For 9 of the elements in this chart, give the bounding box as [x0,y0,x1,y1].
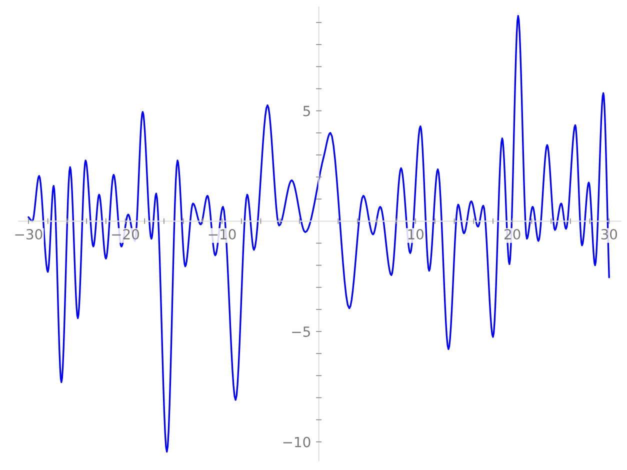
x-tick-label: −20 [112,229,139,240]
y-tick-label: −5 [292,326,310,337]
x-tick-label: −30 [15,229,42,240]
x-tick-label: 10 [408,229,424,240]
y-tick-label: 5 [303,106,310,116]
x-tick-label: 20 [504,229,520,240]
x-tick-label: −10 [208,229,236,240]
x-tick-label: 30 [601,229,618,240]
y-tick-label: −10 [283,436,310,448]
